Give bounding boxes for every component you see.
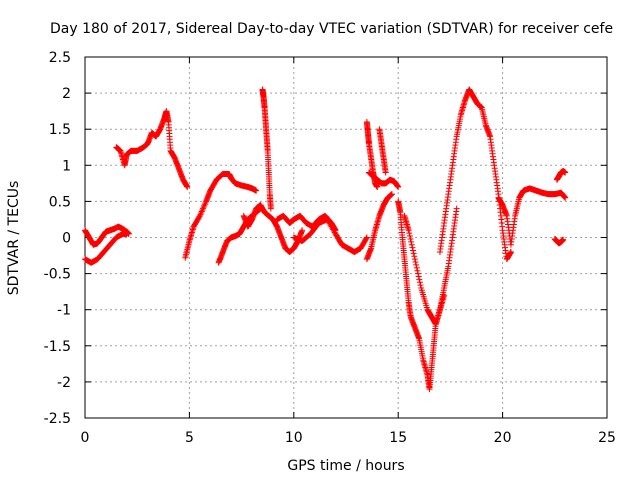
data-point <box>202 199 209 206</box>
data-point <box>198 209 205 216</box>
series-C <box>113 108 191 190</box>
data-point <box>201 202 208 209</box>
data-point <box>408 238 415 245</box>
data-point <box>407 235 414 242</box>
x-tick-label: 0 <box>81 430 90 446</box>
data-point <box>196 213 203 220</box>
data-point <box>560 236 567 243</box>
x-tick-label: 5 <box>185 430 194 446</box>
series-K <box>365 169 402 190</box>
series-L <box>363 191 395 263</box>
series-F <box>259 86 274 212</box>
series-A <box>82 223 132 248</box>
data-point <box>417 282 424 289</box>
data-marks <box>82 86 569 393</box>
y-tick-label: 1.5 <box>49 122 71 138</box>
data-point <box>406 230 413 237</box>
data-point <box>363 234 370 241</box>
data-point <box>388 191 395 198</box>
data-point <box>416 276 423 283</box>
y-tick-label: 2.5 <box>49 50 71 66</box>
data-point <box>411 256 418 263</box>
data-point <box>412 259 419 266</box>
series-R <box>551 235 567 247</box>
y-tick-label: 0.5 <box>49 194 71 210</box>
data-point <box>198 208 205 215</box>
data-point <box>415 270 422 277</box>
y-tick-label: 0 <box>62 231 71 247</box>
grid <box>85 57 607 418</box>
x-tick-label: 15 <box>389 430 407 446</box>
y-tick-label: -2 <box>57 375 71 391</box>
data-point <box>416 279 423 286</box>
x-tick-label: 10 <box>285 430 303 446</box>
data-point <box>374 183 381 190</box>
data-point <box>410 250 417 257</box>
y-tick-label: -2.5 <box>44 411 71 427</box>
y-axis-label: SDTVAR / TECUs <box>6 181 22 296</box>
data-point <box>408 241 415 248</box>
data-point <box>413 264 420 271</box>
data-point <box>123 230 130 237</box>
series-O <box>401 212 448 328</box>
y-tick-label: 1 <box>62 158 71 174</box>
data-point <box>253 187 260 194</box>
chart-title: Day 180 of 2017, Sidereal Day-to-day VTE… <box>50 21 613 37</box>
data-point <box>199 207 206 214</box>
data-point <box>196 212 203 219</box>
data-point <box>507 248 514 255</box>
data-point <box>415 273 422 280</box>
series-M <box>376 126 389 176</box>
x-tick-label: 20 <box>494 430 512 446</box>
data-point <box>409 244 416 251</box>
data-point <box>199 205 206 212</box>
data-point <box>406 233 413 240</box>
data-point <box>562 169 569 176</box>
data-point <box>441 292 448 299</box>
data-point <box>184 183 191 190</box>
data-point <box>331 229 338 236</box>
data-point <box>299 227 306 234</box>
series-N <box>395 198 460 393</box>
y-tick-label: 2 <box>62 86 71 102</box>
x-axis-label: GPS time / hours <box>287 458 404 474</box>
data-point <box>405 227 412 234</box>
data-point <box>382 169 389 176</box>
data-point <box>562 194 569 201</box>
data-point <box>411 253 418 260</box>
data-point <box>395 183 402 190</box>
series-P <box>436 86 514 263</box>
x-tick-label: 25 <box>598 430 616 446</box>
data-point <box>197 211 204 218</box>
data-point <box>200 204 207 211</box>
series-S <box>553 168 569 183</box>
series-G <box>240 202 306 255</box>
data-point <box>413 261 420 268</box>
y-tick-label: -0.5 <box>44 267 71 283</box>
y-tick-label: -1 <box>57 303 71 319</box>
series-Q <box>495 185 569 248</box>
series-I <box>290 216 370 255</box>
data-point <box>410 247 417 254</box>
data-point <box>453 205 460 212</box>
series-D <box>182 170 260 261</box>
data-point <box>414 267 421 274</box>
data-point <box>267 205 274 212</box>
data-point <box>201 201 208 208</box>
y-tick-label: -1.5 <box>44 339 71 355</box>
data-point <box>363 235 370 242</box>
axis-ticks: 0 5 10 15 20 25 -2.5 -2 -1.5 -1 -0.5 0 0.5 1 1.5 2 2.5 <box>44 50 616 446</box>
series-B <box>82 230 130 266</box>
